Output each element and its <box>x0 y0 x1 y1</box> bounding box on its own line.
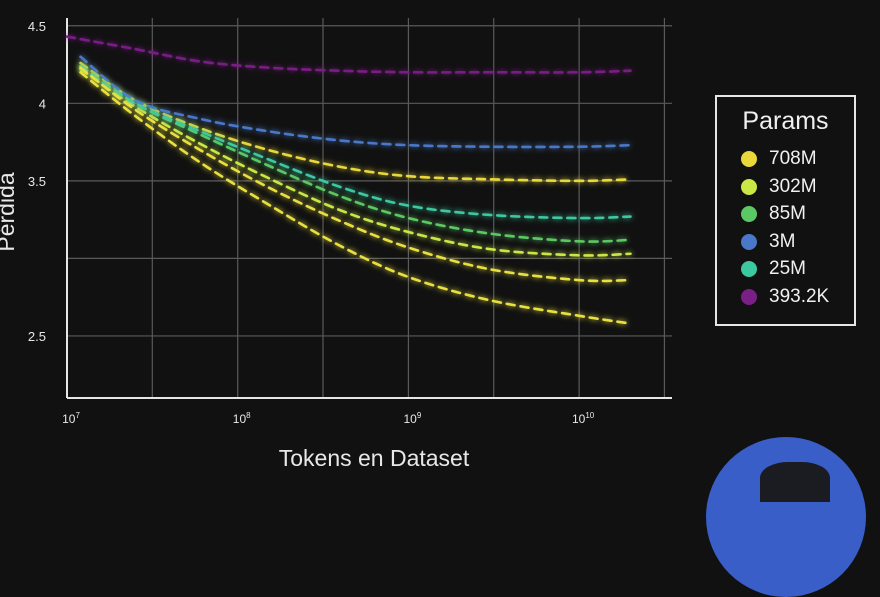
series-line-25m <box>79 64 632 220</box>
x-tick-label: 107 <box>62 411 80 426</box>
legend-item: 393.2K <box>741 285 829 309</box>
y-tick-label: 4 <box>39 96 46 111</box>
series-line-3m <box>79 55 632 149</box>
avatar <box>706 437 866 597</box>
legend-swatch <box>741 151 757 167</box>
legend-swatch <box>741 206 757 222</box>
series-layer <box>65 35 632 325</box>
legend-item: 85M <box>741 202 806 226</box>
legend-item: 3M <box>741 230 795 254</box>
legend-item: 25M <box>741 257 806 281</box>
legend-swatch <box>741 261 757 277</box>
legend-label: 393.2K <box>769 285 830 307</box>
legend-label: 85M <box>769 203 806 224</box>
avatar-figure <box>760 462 830 502</box>
legend-label: 708M <box>769 148 817 169</box>
x-tick-label: 109 <box>404 411 422 426</box>
x-axis-title: Tokens en Dataset <box>279 445 470 470</box>
legend-label: 25M <box>769 258 806 279</box>
series-line <box>79 66 632 283</box>
legend-item: 302M <box>741 175 817 199</box>
series-line-302m <box>79 67 632 257</box>
series-line-3932k <box>65 35 632 74</box>
legend-title: Params <box>742 107 829 135</box>
legend-label: 302M <box>769 175 817 197</box>
chart-svg: 4.5 4 3.5 2.5 107 108 109 1010 Tokens en Datase… <box>0 18 672 470</box>
axes-layer <box>66 18 672 399</box>
chart-stage: 4.5 4 3.5 2.5 107 108 109 1010 Tokens en Datase… <box>0 18 866 597</box>
y-tick-label: 3.5 <box>28 174 46 189</box>
tick-layer: 4.5 4 3.5 2.5 107 108 109 1010 <box>28 19 595 426</box>
legend: Params 708M 302M 85M 3M 25M 393.2K <box>715 95 856 326</box>
x-tick-label: 108 <box>233 411 251 426</box>
legend-swatch <box>741 288 757 305</box>
series-line-708m <box>79 61 632 183</box>
series-line <box>79 70 632 325</box>
x-tick-label: 1010 <box>572 411 595 426</box>
legend-item: 708M <box>741 147 817 171</box>
y-tick-label: 4.5 <box>28 19 46 34</box>
y-tick-label: 2.5 <box>28 329 46 344</box>
legend-swatch <box>741 178 757 195</box>
grid-layer <box>67 18 672 398</box>
y-axis-title: Pérdida <box>0 172 19 251</box>
legend-label: 3M <box>769 230 796 252</box>
legend-swatch <box>741 233 757 250</box>
